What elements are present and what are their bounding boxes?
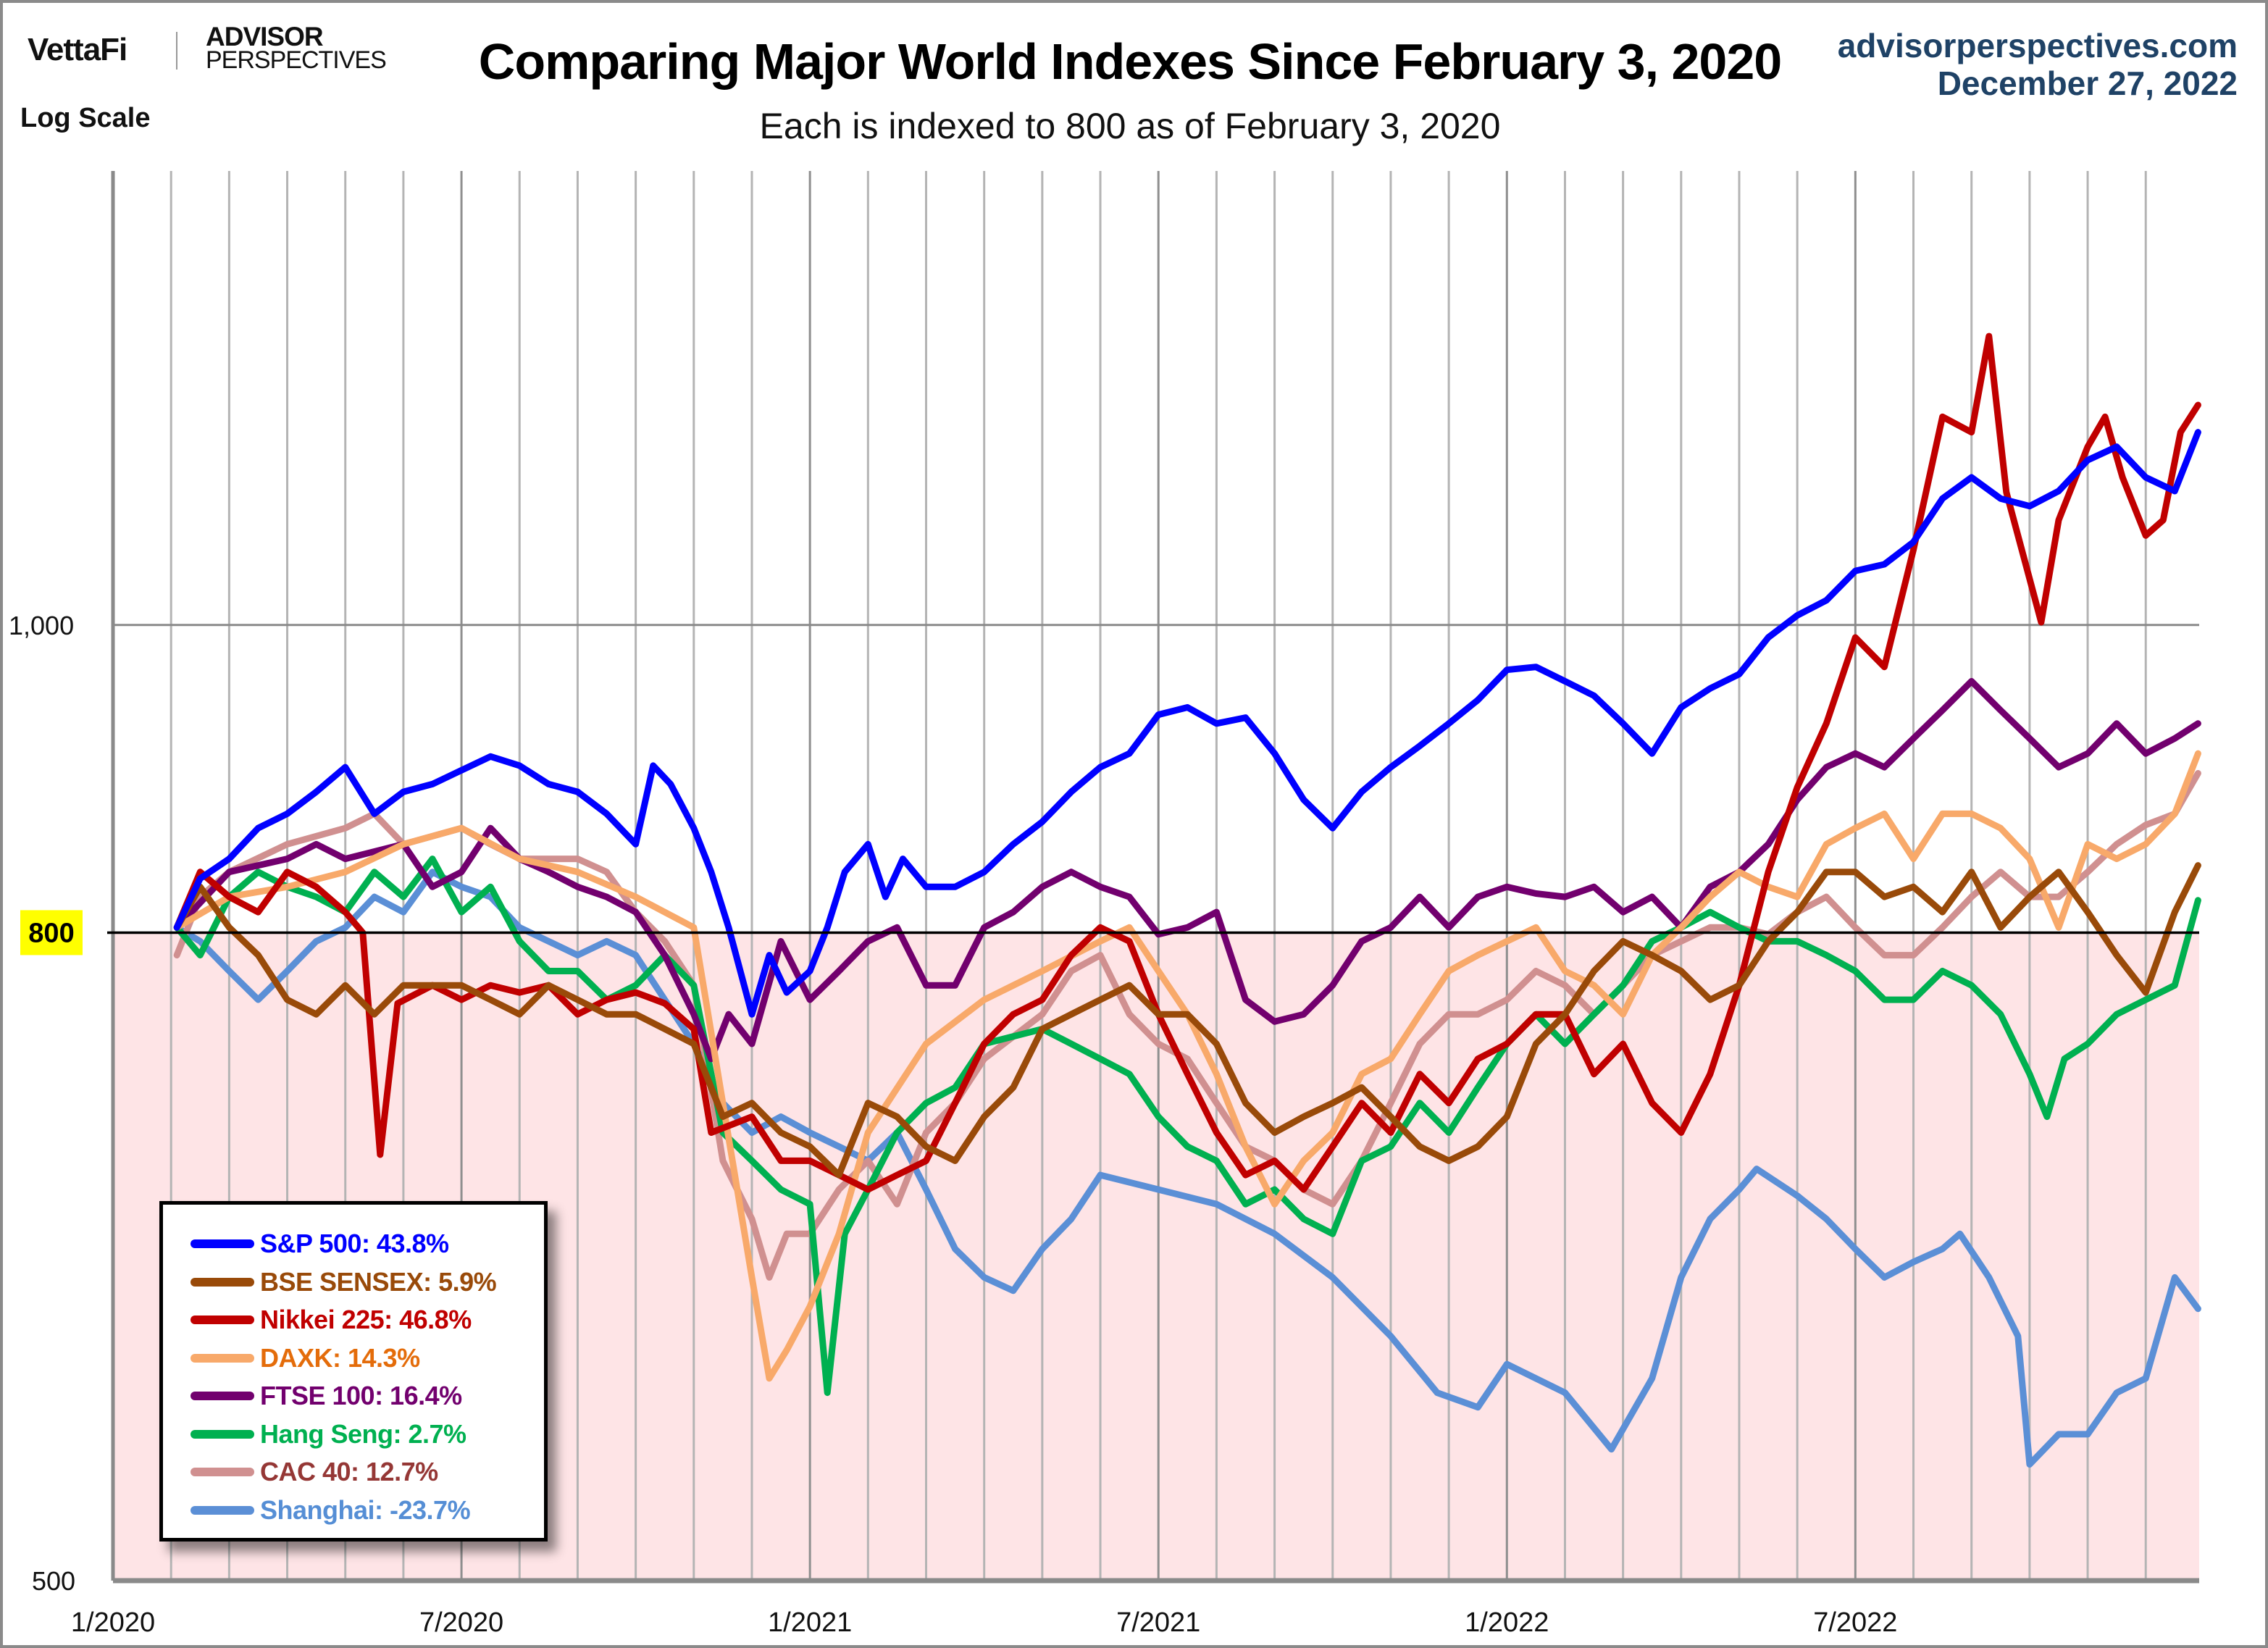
legend-item: FTSE 100: 16.4% [191, 1376, 462, 1416]
legend-item: CAC 40: 12.7% [191, 1452, 438, 1492]
series-line-bse-sensex [173, 862, 2201, 1179]
legend-item: Shanghai: -23.7% [191, 1490, 471, 1531]
logo-divider [176, 32, 177, 70]
y-tick-label: 1,000 [9, 611, 74, 640]
x-tick-label: 1/2021 [768, 1607, 852, 1638]
legend-label: BSE SENSEX: 5.9% [260, 1266, 497, 1297]
x-tick-label: 7/2022 [1813, 1607, 1897, 1638]
legend-swatch [191, 1392, 254, 1400]
legend-swatch [191, 1468, 254, 1476]
advisor-logo-top: ADVISOR [206, 22, 324, 51]
x-tick-label: 7/2020 [419, 1607, 503, 1638]
legend-label: Shanghai: -23.7% [260, 1494, 471, 1525]
advisor-logo-bottom: PERSPECTIVES [206, 46, 387, 74]
legend-swatch [191, 1429, 254, 1439]
chart-title: Comparing Major World Indexes Since Febr… [478, 33, 1782, 90]
scale-note: Log Scale [20, 103, 151, 133]
chart-date: December 27, 2022 [1937, 64, 2238, 102]
legend-swatch [191, 1239, 254, 1248]
y-tick-highlight [20, 910, 83, 955]
legend-item: DAXK: 14.3% [191, 1338, 420, 1379]
legend-swatch [191, 1316, 254, 1324]
legend-item: BSE SENSEX: 5.9% [191, 1262, 497, 1302]
legend-swatch [191, 1353, 254, 1363]
series-line-nikkei-225 [173, 332, 2201, 1193]
x-tick-label: 1/2022 [1465, 1607, 1549, 1638]
y-tick-label: 800 [28, 918, 74, 948]
legend-item: Nikkei 225: 46.8% [191, 1300, 472, 1340]
vettafi-logo: VettaFi [28, 32, 127, 67]
legend-item: S&P 500: 43.8% [191, 1224, 449, 1264]
legend-label: FTSE 100: 16.4% [260, 1381, 462, 1410]
legend-label: S&P 500: 43.8% [260, 1229, 449, 1258]
legend-label: DAXK: 14.3% [260, 1342, 420, 1373]
legend-label: CAC 40: 12.7% [260, 1457, 438, 1486]
y-tick-label: 500 [32, 1566, 75, 1596]
x-tick-label: 7/2021 [1116, 1607, 1200, 1638]
legend-swatch [191, 1277, 254, 1287]
series-line-daxk [173, 750, 2201, 1382]
legend-label: Nikkei 225: 46.8% [260, 1305, 472, 1334]
legend: S&P 500: 43.8% BSE SENSEX: 5.9% Nikkei 225… [159, 1201, 548, 1542]
source-site: advisorperspectives.com [1837, 27, 2238, 64]
legend-swatch [191, 1505, 254, 1515]
series-line-shanghai [173, 869, 2201, 1468]
chart-subtitle: Each is indexed to 800 as of February 3,… [759, 106, 1501, 146]
series-line-s-p-500 [173, 429, 2201, 1018]
legend-item: Hang Seng: 2.7% [191, 1414, 466, 1455]
x-tick-label: 1/2020 [71, 1607, 155, 1638]
legend-label: Hang Seng: 2.7% [260, 1418, 466, 1449]
series-line-ftse-100 [173, 677, 2201, 1063]
